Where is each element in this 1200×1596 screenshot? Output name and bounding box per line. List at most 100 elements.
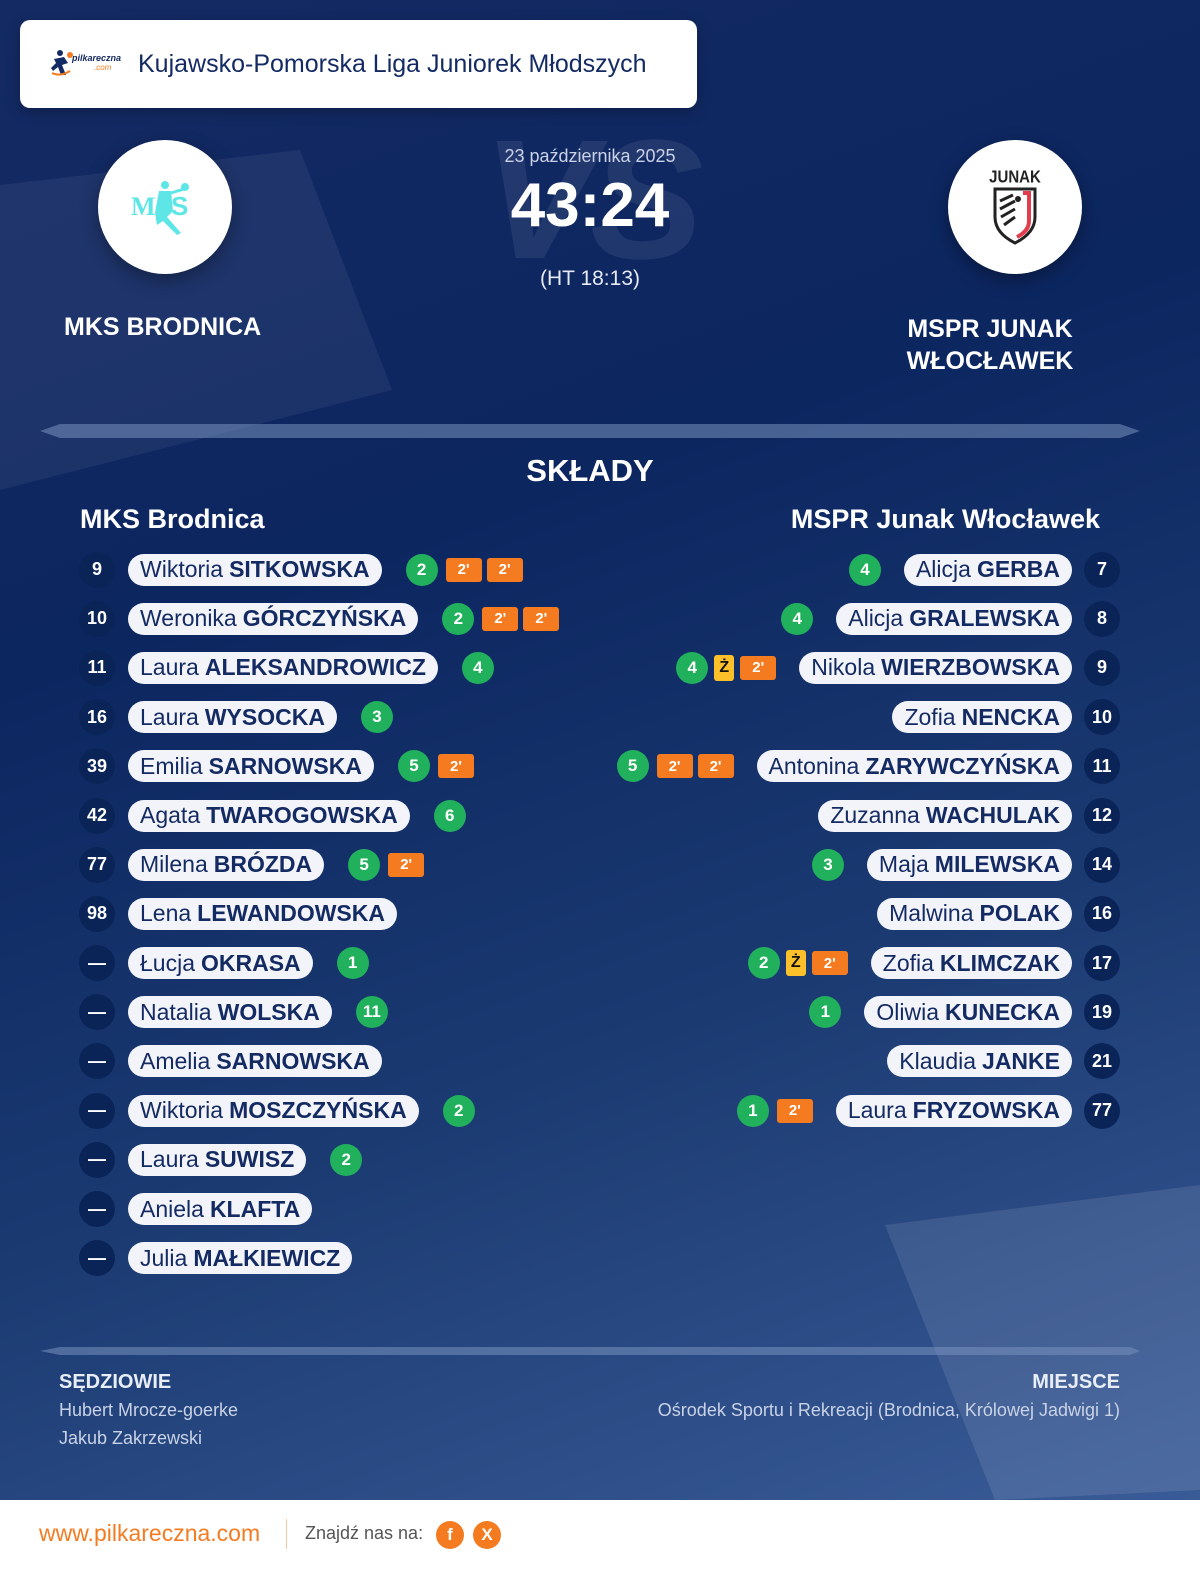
player-row: 4 Alicja GRALEWSKA 8 — [617, 594, 1120, 643]
player-stats: 5 2' — [397, 750, 474, 783]
player-first-name: Laura — [847, 1097, 907, 1124]
vs-watermark: VS — [482, 105, 704, 295]
goals-badge: 3 — [360, 701, 393, 734]
player-first-name: Laura — [140, 1146, 199, 1173]
referee-name: Hubert Mrocze-goerke — [59, 1400, 239, 1420]
suspension-badge: 2' — [811, 951, 848, 976]
player-row: 3 Maja MILEWSKA 14 — [617, 840, 1120, 889]
player-number: 21 — [1084, 1043, 1120, 1080]
player-first-name: Agata — [140, 802, 201, 829]
player-row: 1 Oliwia KUNECKA 19 — [617, 988, 1120, 1037]
player-last-name: KLAFTA — [209, 1195, 301, 1222]
svg-text:M: M — [131, 192, 156, 221]
player-last-name: MOSZCZYŃSKA — [229, 1097, 407, 1124]
player-row: — Natalia WOLSKA 11 — [79, 988, 559, 1037]
pilkareczna-logo[interactable]: pilkareczna .com — [50, 49, 122, 79]
player-first-name: Zuzanna — [830, 802, 920, 829]
player-number: 19 — [1084, 994, 1120, 1031]
goals-badge: 4 — [781, 602, 814, 635]
player-row: 39 Emilia SARNOWSKA 5 2' — [79, 742, 559, 791]
logo-text: pilkareczna — [72, 53, 122, 63]
player-first-name: Lena — [140, 900, 192, 927]
footer-separator — [286, 1519, 287, 1549]
player-first-name: Natalia — [140, 998, 212, 1025]
suspension-badge: 2' — [697, 754, 734, 779]
player-last-name: WIERZBOWSKA — [881, 654, 1060, 681]
player-name: Nikola WIERZBOWSKA — [799, 651, 1072, 684]
player-row: 5 2' 2' Antonina ZARYWCZYŃSKA 11 — [616, 742, 1120, 791]
player-stats: 6 — [433, 799, 466, 832]
player-number: 77 — [1084, 1092, 1120, 1129]
player-name: Alicja GERBA — [903, 553, 1072, 586]
player-number: 17 — [1084, 945, 1120, 982]
footer: www.pilkareczna.com Znajdź nas na: f X — [0, 1500, 1200, 1596]
website-link[interactable]: www.pilkareczna.com — [39, 1520, 261, 1546]
player-last-name: ALEKSANDROWICZ — [204, 654, 426, 681]
player-number: — — [79, 1141, 115, 1178]
home-lineup-title: MKS Brodnica — [80, 504, 265, 534]
x-icon[interactable]: X — [473, 1521, 501, 1549]
player-row: — Amelia SARNOWSKA — [79, 1037, 559, 1086]
player-first-name: Wiktoria — [140, 1097, 224, 1124]
player-stats: 2 — [442, 1094, 475, 1127]
goals-badge: 1 — [736, 1094, 769, 1127]
player-number: 39 — [79, 748, 115, 785]
player-first-name: Amelia — [140, 1047, 211, 1074]
away-team-name-line2: WŁOCŁAWEK — [906, 347, 1074, 375]
suspension-badge: 2' — [437, 754, 474, 779]
player-last-name: TWAROGOWSKA — [206, 802, 398, 829]
goals-badge: 2 — [442, 1094, 475, 1127]
player-last-name: GERBA — [976, 556, 1060, 583]
player-row: 77 Milena BRÓZDA 5 2' — [79, 840, 559, 889]
player-stats: 4 — [461, 651, 494, 684]
facebook-icon[interactable]: f — [436, 1521, 464, 1549]
player-name: Malwina POLAK — [877, 897, 1072, 930]
yellow-card-badge: Ż — [714, 654, 735, 681]
player-name: Oliwia KUNECKA — [864, 996, 1072, 1029]
goals-badge: 5 — [616, 750, 649, 783]
player-first-name: Laura — [140, 703, 199, 730]
player-name: Emilia SARNOWSKA — [128, 750, 374, 783]
player-first-name: Wiktoria — [140, 556, 224, 583]
player-stats: 4 — [781, 602, 814, 635]
goals-badge: 5 — [397, 750, 430, 783]
player-first-name: Aniela — [140, 1195, 204, 1222]
player-last-name: GRALEWSKA — [909, 605, 1060, 632]
player-stats: 3 — [360, 701, 393, 734]
player-row: — Wiktoria MOSZCZYŃSKA 2 — [79, 1086, 559, 1135]
player-number: 11 — [79, 649, 115, 686]
player-number: — — [79, 1043, 115, 1080]
player-first-name: Klaudia — [899, 1047, 977, 1074]
player-name: Aniela KLAFTA — [128, 1193, 313, 1226]
player-row: 4 Alicja GERBA 7 — [617, 545, 1120, 594]
player-name: Julia MAŁKIEWICZ — [128, 1242, 353, 1275]
player-stats: 2 2' 2' — [405, 553, 523, 586]
venue-title: MIEJSCE — [1032, 1371, 1120, 1393]
player-name: Zofia KLIMCZAK — [870, 947, 1072, 980]
player-stats: 2 Ż 2' — [747, 947, 848, 980]
player-name: Łucja OKRASA — [128, 947, 313, 980]
player-name: Natalia WOLSKA — [128, 996, 332, 1029]
player-name: Lena LEWANDOWSKA — [128, 897, 397, 930]
player-number: 98 — [79, 895, 115, 932]
player-number: — — [79, 1092, 115, 1129]
divider — [40, 1347, 1140, 1355]
player-name: Klaudia JANKE — [887, 1045, 1072, 1078]
player-row: Klaudia JANKE 21 — [617, 1037, 1120, 1086]
home-roster: 9 Wiktoria SITKOWSKA 2 2' 2' 10 Weronika GÓRCZYŃ… — [79, 545, 560, 1283]
player-last-name: WYSOCKA — [204, 703, 325, 730]
suspension-badge: 2' — [445, 557, 482, 582]
player-last-name: POLAK — [979, 900, 1061, 927]
suspension-badge: 2' — [523, 606, 560, 631]
player-last-name: JANKE — [982, 1047, 1060, 1074]
player-first-name: Zofia — [904, 703, 956, 730]
away-team-name: MSPR JUNAK WŁOCŁAWEK — [880, 313, 1100, 377]
player-row: 98 Lena LEWANDOWSKA — [79, 889, 559, 938]
goals-badge: 5 — [348, 848, 381, 881]
player-name: Weronika GÓRCZYŃSKA — [128, 602, 419, 635]
player-row: 4 Ż 2' Nikola WIERZBOWSKA 9 — [617, 643, 1120, 692]
svg-text:S: S — [171, 191, 188, 221]
goals-badge: 2 — [405, 553, 438, 586]
player-stats: 5 2' 2' — [616, 750, 734, 783]
junak-crest-icon: JUNAK — [989, 167, 1041, 245]
